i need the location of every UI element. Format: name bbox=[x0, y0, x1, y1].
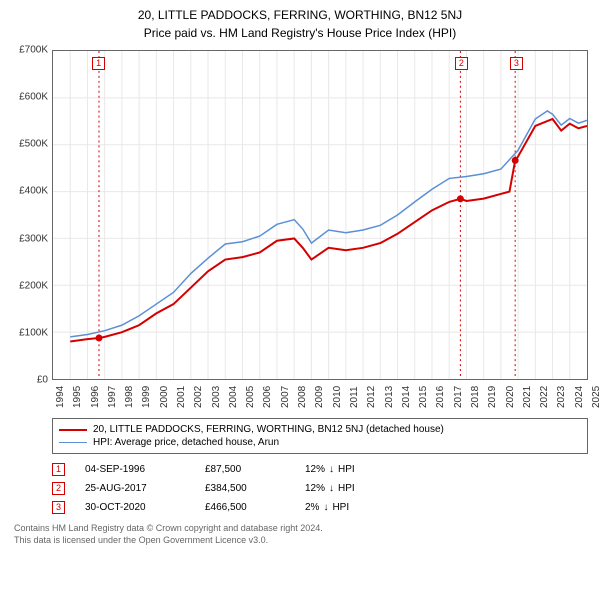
chart-marker-1: 1 bbox=[92, 57, 105, 70]
y-tick-label: £400K bbox=[19, 186, 48, 197]
transaction-marker-2: 2 bbox=[52, 482, 65, 495]
x-tick-label: 2025 bbox=[591, 386, 600, 408]
chart-area: £0£100K£200K£300K£400K£500K£600K£700K 12… bbox=[8, 50, 592, 410]
y-tick-label: £100K bbox=[19, 327, 48, 338]
arrow-down-icon: ↓ bbox=[329, 464, 334, 475]
footer-line-2: This data is licensed under the Open Gov… bbox=[14, 535, 592, 547]
transaction-marker-1: 1 bbox=[52, 463, 65, 476]
legend-swatch bbox=[59, 442, 87, 443]
y-tick-label: £300K bbox=[19, 233, 48, 244]
x-tick-label: 2000 bbox=[159, 386, 170, 408]
x-tick-label: 2019 bbox=[487, 386, 498, 408]
chart-subtitle: Price paid vs. HM Land Registry's House … bbox=[8, 26, 592, 40]
x-tick-label: 1999 bbox=[141, 386, 152, 408]
legend: 20, LITTLE PADDOCKS, FERRING, WORTHING, … bbox=[52, 418, 588, 454]
plot-svg bbox=[53, 51, 587, 379]
y-tick-label: £500K bbox=[19, 139, 48, 150]
transaction-row: 3 30-OCT-2020 £466,500 2%↓HPI bbox=[52, 498, 588, 517]
x-tick-label: 2009 bbox=[314, 386, 325, 408]
arrow-down-icon: ↓ bbox=[323, 502, 328, 513]
x-tick-label: 1995 bbox=[72, 386, 83, 408]
transaction-price: £384,500 bbox=[205, 483, 285, 494]
x-tick-label: 2013 bbox=[384, 386, 395, 408]
x-tick-label: 2021 bbox=[522, 386, 533, 408]
x-tick-label: 2022 bbox=[539, 386, 550, 408]
x-tick-label: 2015 bbox=[418, 386, 429, 408]
x-tick-label: 2003 bbox=[211, 386, 222, 408]
x-tick-label: 1997 bbox=[107, 386, 118, 408]
transaction-date: 30-OCT-2020 bbox=[85, 502, 185, 513]
y-tick-label: £600K bbox=[19, 92, 48, 103]
footer: Contains HM Land Registry data © Crown c… bbox=[14, 523, 592, 546]
x-tick-label: 2024 bbox=[574, 386, 585, 408]
arrow-down-icon: ↓ bbox=[329, 483, 334, 494]
x-tick-label: 2006 bbox=[262, 386, 273, 408]
transaction-price: £87,500 bbox=[205, 464, 285, 475]
chart-container: 20, LITTLE PADDOCKS, FERRING, WORTHING, … bbox=[0, 0, 600, 550]
transaction-row: 1 04-SEP-1996 £87,500 12%↓HPI bbox=[52, 460, 588, 479]
x-tick-label: 2020 bbox=[505, 386, 516, 408]
legend-item: HPI: Average price, detached house, Arun bbox=[59, 436, 581, 449]
transaction-date: 25-AUG-2017 bbox=[85, 483, 185, 494]
transaction-marker-3: 3 bbox=[52, 501, 65, 514]
x-tick-label: 2005 bbox=[245, 386, 256, 408]
x-tick-label: 2014 bbox=[401, 386, 412, 408]
transaction-row: 2 25-AUG-2017 £384,500 12%↓HPI bbox=[52, 479, 588, 498]
x-tick-label: 2011 bbox=[349, 386, 360, 408]
transactions-table: 1 04-SEP-1996 £87,500 12%↓HPI 2 25-AUG-2017 £3… bbox=[52, 460, 588, 517]
x-tick-label: 2004 bbox=[228, 386, 239, 408]
chart-marker-2: 2 bbox=[455, 57, 468, 70]
legend-swatch bbox=[59, 429, 87, 431]
y-tick-label: £200K bbox=[19, 280, 48, 291]
transaction-price: £466,500 bbox=[205, 502, 285, 513]
x-tick-label: 2002 bbox=[193, 386, 204, 408]
legend-item: 20, LITTLE PADDOCKS, FERRING, WORTHING, … bbox=[59, 423, 581, 436]
x-tick-label: 2010 bbox=[332, 386, 343, 408]
x-tick-label: 2012 bbox=[366, 386, 377, 408]
transaction-diff: 12%↓HPI bbox=[305, 464, 385, 475]
x-tick-label: 1996 bbox=[90, 386, 101, 408]
legend-label: 20, LITTLE PADDOCKS, FERRING, WORTHING, … bbox=[93, 424, 444, 435]
legend-label: HPI: Average price, detached house, Arun bbox=[93, 437, 279, 448]
y-axis-labels: £0£100K£200K£300K£400K£500K£600K£700K bbox=[8, 50, 50, 380]
chart-marker-3: 3 bbox=[510, 57, 523, 70]
x-tick-label: 2001 bbox=[176, 386, 187, 408]
y-tick-label: £0 bbox=[37, 375, 48, 386]
x-axis-labels: 1994 1995 1996 1997 1998 1999 2000 2001 2002 2003… bbox=[52, 382, 588, 410]
footer-line-1: Contains HM Land Registry data © Crown c… bbox=[14, 523, 592, 535]
x-tick-label: 2007 bbox=[280, 386, 291, 408]
x-tick-label: 2016 bbox=[435, 386, 446, 408]
y-tick-label: £700K bbox=[19, 45, 48, 56]
transaction-date: 04-SEP-1996 bbox=[85, 464, 185, 475]
plot-box: 1 2 3 bbox=[52, 50, 588, 380]
x-tick-label: 1994 bbox=[55, 386, 66, 408]
transaction-diff: 12%↓HPI bbox=[305, 483, 385, 494]
x-tick-label: 1998 bbox=[124, 386, 135, 408]
x-tick-label: 2018 bbox=[470, 386, 481, 408]
transaction-diff: 2%↓HPI bbox=[305, 502, 385, 513]
chart-title: 20, LITTLE PADDOCKS, FERRING, WORTHING, … bbox=[8, 8, 592, 22]
x-tick-label: 2008 bbox=[297, 386, 308, 408]
x-tick-label: 2023 bbox=[556, 386, 567, 408]
x-tick-label: 2017 bbox=[453, 386, 464, 408]
